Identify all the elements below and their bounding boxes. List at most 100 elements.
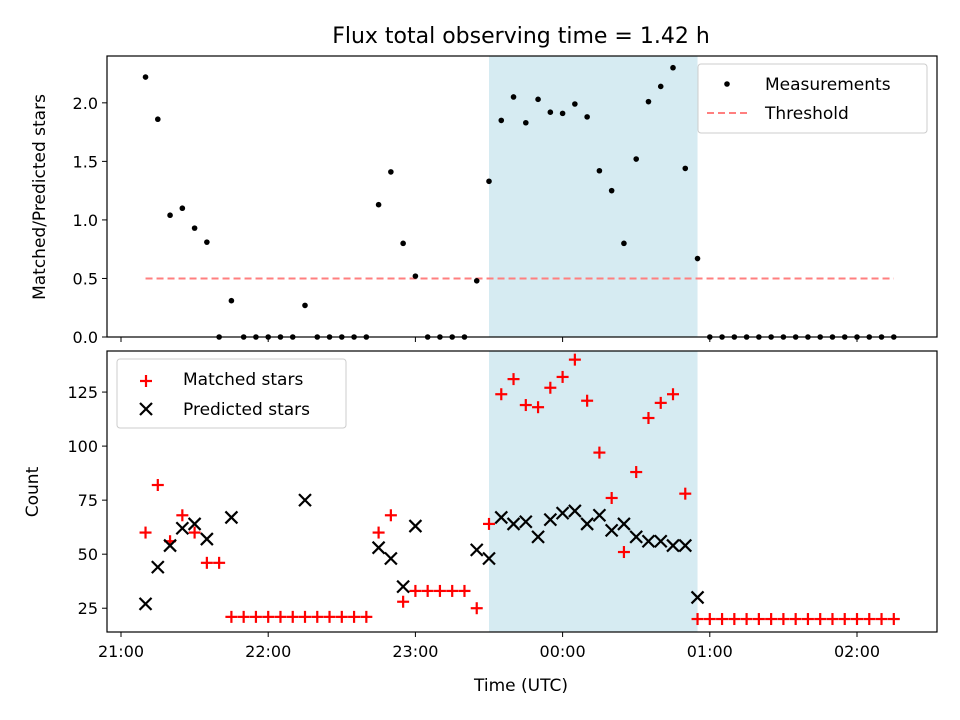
measurement-point [535, 96, 541, 103]
predicted-star-point [666, 538, 680, 553]
predicted-star-point [690, 590, 705, 605]
top-y-axis-label: Matched/Predicted stars [30, 94, 50, 300]
legend-predicted-label: Predicted stars [183, 400, 310, 420]
matched-star-point [605, 491, 618, 504]
measurement-point [645, 98, 652, 105]
predicted-star-point [494, 510, 509, 525]
matched-star-point [654, 396, 667, 409]
matched-star-point [716, 613, 729, 626]
matched-star-point [213, 556, 226, 569]
predicted-star-point [175, 521, 190, 536]
matched-star-point [728, 613, 741, 626]
matched-star-point [826, 613, 839, 626]
legend-threshold-label: Threshold [764, 104, 849, 124]
predicted-star-point [224, 510, 239, 525]
matched-star-point [225, 610, 238, 623]
measurement-point [621, 240, 627, 247]
matched-star-point [188, 526, 201, 539]
predicted-star-point [408, 519, 423, 533]
measurement-point [375, 201, 382, 208]
predicted-star-point [396, 579, 410, 594]
measurement-point [167, 212, 173, 219]
measurement-point [510, 94, 517, 100]
matched-star-point [200, 556, 213, 569]
x-tick-label: 02:00 [834, 642, 880, 661]
measurement-point [657, 83, 664, 90]
matched-star-point [262, 610, 275, 623]
bottom-y-tick-label: 100 [67, 437, 98, 456]
measurement-point [608, 187, 615, 194]
matched-star-point [458, 584, 471, 597]
predicted-star-point [604, 523, 619, 538]
matched-star-point [765, 613, 778, 626]
predicted-star-point [531, 530, 545, 544]
bottom-panel: 25 50 75 100 125 21:00 22:00 23:00 00:00 01:00 02… [23, 350, 938, 696]
predicted-star-point [163, 538, 177, 553]
legend-matched-label: Matched stars [183, 370, 303, 390]
matched-star-point [495, 388, 508, 401]
measurement-point [400, 240, 406, 247]
measurement-point [412, 273, 419, 279]
predicted-star-point [641, 534, 656, 548]
predicted-star-point [482, 551, 496, 566]
bottom-y-tick-label: 50 [78, 545, 98, 564]
x-axis-label: Time (UTC) [473, 676, 568, 696]
measurement-point [142, 74, 149, 80]
bottom-y-tick-label: 125 [67, 383, 98, 402]
matched-star-point [801, 613, 814, 626]
measurement-point [302, 302, 308, 309]
measurement-point [155, 116, 161, 123]
x-tick-label: 21:00 [98, 642, 144, 661]
matched-star-point [875, 613, 888, 626]
top-panel: 0.00.51.01.52.0 Matched/Predicted stars … [30, 55, 938, 347]
measurement-point [523, 119, 529, 126]
x-axis: 21:00 22:00 23:00 00:00 01:00 02:00 [98, 632, 880, 661]
matched-star-point [789, 613, 802, 626]
top-legend-box [697, 63, 928, 134]
predicted-star-point [678, 538, 693, 553]
matched-star-point [360, 610, 373, 623]
predicted-star-point [519, 514, 533, 529]
matched-star-point [617, 546, 630, 559]
measurement-point [473, 278, 480, 284]
matched-star-point [446, 584, 459, 597]
predicted-star-point [568, 504, 582, 518]
matched-star-point [752, 613, 765, 626]
matched-star-point [372, 526, 385, 539]
matched-star-point [642, 412, 655, 425]
predicted-star-point [200, 532, 214, 546]
legend-predicted-marker [139, 402, 153, 416]
predicted-star-point [384, 551, 398, 566]
top-y-axis: 0.0 0.5 1.0 1.5 2.0 [73, 94, 107, 347]
measurement-point [596, 167, 603, 174]
matched-star-point [691, 613, 704, 626]
matched-star-point [470, 602, 483, 615]
matched-star-point [139, 526, 152, 539]
matched-star-point [777, 613, 790, 626]
top-y-tick-label: 1.5 [73, 152, 98, 171]
matched-star-point [421, 584, 434, 597]
matched-star-point [851, 613, 863, 626]
matched-star-point [740, 613, 753, 626]
matched-star-point [581, 394, 594, 407]
matched-star-point [887, 613, 900, 626]
predicted-star-point [469, 543, 484, 557]
matched-star-point [274, 610, 287, 623]
measurement-point [694, 255, 701, 262]
top-axes-frame [106, 55, 938, 338]
top-y-tick-label: 0.5 [73, 269, 98, 288]
bottom-y-axis-label: Count [23, 466, 43, 517]
legend-measurements-label: Measurements [765, 75, 891, 95]
matched-star-point [863, 613, 876, 626]
legend-matched-marker [140, 375, 152, 387]
measurement-point [559, 110, 566, 117]
bottom-legend: Matched stars Predicted stars [116, 358, 347, 429]
predicted-star-point [653, 534, 668, 548]
matched-star-point [176, 509, 189, 522]
predicted-star-point [506, 517, 521, 531]
top-y-tick-label: 0.0 [73, 328, 98, 347]
top-y-tick-label: 1.0 [73, 211, 98, 230]
matched-star-point [348, 610, 361, 623]
predicted-star-point [543, 512, 558, 527]
matched-star-point [286, 610, 299, 623]
